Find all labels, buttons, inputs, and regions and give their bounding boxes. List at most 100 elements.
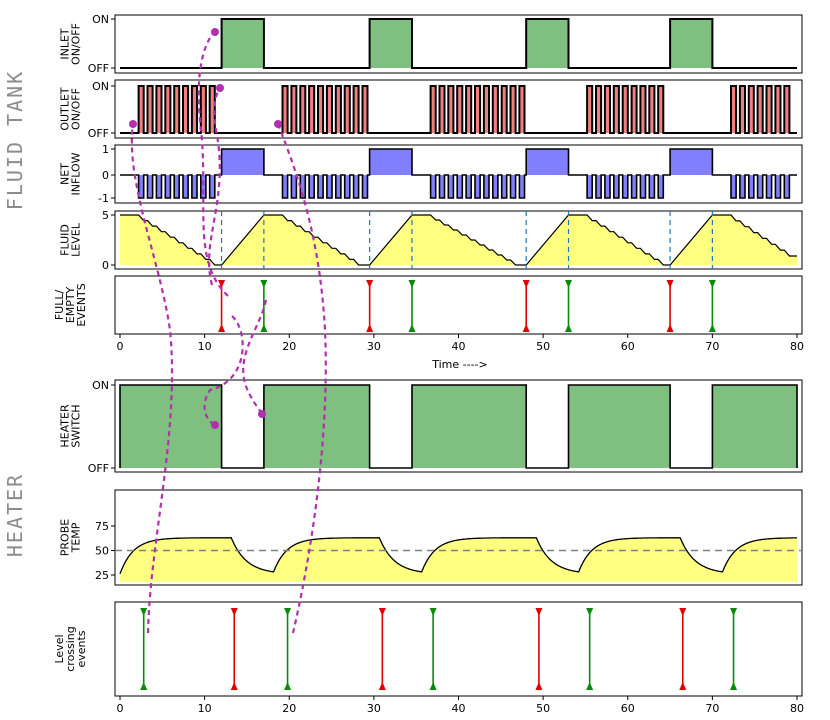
full-event-arrow-tail [408, 280, 416, 288]
heater-on-block [568, 385, 671, 468]
crossing-up-arrow-tail [140, 608, 148, 616]
net-outflow-pulse [209, 175, 215, 198]
ylabel-level: LEVEL [70, 222, 83, 257]
inlet-on-block [670, 19, 713, 68]
inlet-on-block [221, 19, 264, 68]
outlet-pulse [165, 86, 171, 133]
xtick-label: 10 [198, 340, 212, 353]
crossing-up-arrow-head [730, 682, 738, 690]
net-outflow-pulse [492, 175, 498, 198]
ytick-label: ON [92, 379, 109, 392]
net-outflow-pulse [300, 175, 306, 198]
crossing-up-arrow-head [140, 682, 148, 690]
causal-link-curve [276, 123, 327, 634]
ytick-label: ON [92, 80, 109, 93]
ylabel-heater: HEATER [59, 404, 72, 448]
outlet-pulse [300, 86, 306, 133]
heater-on-block [263, 385, 370, 468]
crossing-down-arrow-head [230, 608, 238, 616]
net-outflow-pulse [631, 175, 637, 198]
xtick-label: 60 [621, 340, 635, 353]
full-event-arrow-tail [260, 280, 268, 288]
level-area [120, 215, 797, 265]
crossing-down-arrow-head [679, 608, 687, 616]
axes-frame-probe [114, 489, 803, 586]
xtick-label: 80 [790, 702, 804, 715]
outlet-pulse [596, 86, 602, 133]
full-event-arrow-tail [565, 280, 573, 288]
outlet-pulse [138, 86, 144, 133]
net-outflow-pulse [309, 175, 315, 198]
net-outflow-pulse [174, 175, 180, 198]
net-inflow-block [526, 149, 569, 175]
outlet-pulse [353, 86, 359, 133]
ylabel-events: EMPTY [64, 286, 77, 323]
causal-link-curve [203, 315, 244, 426]
axes-frame-crossing [114, 601, 803, 697]
outlet-pulse [748, 86, 754, 133]
outlet-pulse [291, 86, 297, 133]
net-outflow-pulse [757, 175, 763, 198]
outlet-pulse [631, 86, 637, 133]
outlet-pulse [282, 86, 288, 133]
net-outflow-pulse [519, 175, 525, 198]
xtick-label: 0 [117, 702, 124, 715]
net-outflow-pulse [622, 175, 628, 198]
causal-link-head [274, 120, 282, 128]
empty-event-arrow-head [218, 280, 226, 288]
crossing-up-arrow-tail [586, 608, 594, 616]
net-outflow-pulse [501, 175, 507, 198]
outlet-pulse [519, 86, 525, 133]
full-event-arrow-head [708, 324, 716, 332]
net-outflow-pulse [353, 175, 359, 198]
ytick-label: 0 [102, 169, 109, 182]
outlet-pulse [174, 86, 180, 133]
net-outflow-pulse [604, 175, 610, 198]
net-inflow-block [369, 149, 412, 175]
xtick-label: 30 [367, 702, 381, 715]
outlet-pulse [757, 86, 763, 133]
net-outflow-pulse [138, 175, 144, 198]
inlet-series-line [120, 18, 797, 69]
outlet-pulse [183, 86, 189, 133]
xtick-label: 60 [621, 702, 635, 715]
ytick-label: OFF [88, 127, 109, 140]
outlet-pulse [362, 86, 368, 133]
xtick-label: 50 [536, 340, 550, 353]
section-label-heater: HEATER [3, 473, 27, 557]
ylabel-level: FLUID [59, 224, 72, 256]
net-outflow-pulse [457, 175, 463, 198]
ytick-label: OFF [88, 62, 109, 75]
outlet-pulse [622, 86, 628, 133]
panels-group: INLETON/OFFOUTLETON/OFFNETINFLOWFLUIDLEV… [53, 13, 804, 715]
ytick-label: OFF [88, 462, 109, 475]
empty-event-arrow-tail [666, 324, 674, 332]
causal-link-curve [130, 123, 174, 634]
crossing-down-arrow-tail [230, 682, 238, 690]
crossing-down-arrow-tail [679, 682, 687, 690]
outlet-pulse [156, 86, 162, 133]
crossing-down-arrow-tail [378, 682, 386, 690]
outlet-pulse [658, 86, 664, 133]
outlet-pulse [147, 86, 153, 133]
xtick-label: 10 [198, 702, 212, 715]
outlet-pulse [613, 86, 619, 133]
ylabel-crossing: crossing [64, 626, 77, 672]
axes-frame-events [114, 275, 803, 335]
outlet-pulse [640, 86, 646, 133]
net-outflow-pulse [282, 175, 288, 198]
ylabel-inlet: ON/OFF [70, 23, 83, 65]
heater-on-block [411, 385, 527, 468]
net-outflow-pulse [291, 175, 297, 198]
net-inflow-block [670, 149, 713, 175]
net-outflow-pulse [318, 175, 324, 198]
net-outflow-pulse [784, 175, 790, 198]
net-outflow-pulse [200, 175, 206, 198]
causal-link-head [129, 120, 137, 128]
net-outflow-pulse [748, 175, 754, 198]
temp-area [120, 537, 797, 582]
outlet-pulse [335, 86, 341, 133]
net-series-line [120, 148, 797, 199]
xtick-label: 40 [452, 340, 466, 353]
